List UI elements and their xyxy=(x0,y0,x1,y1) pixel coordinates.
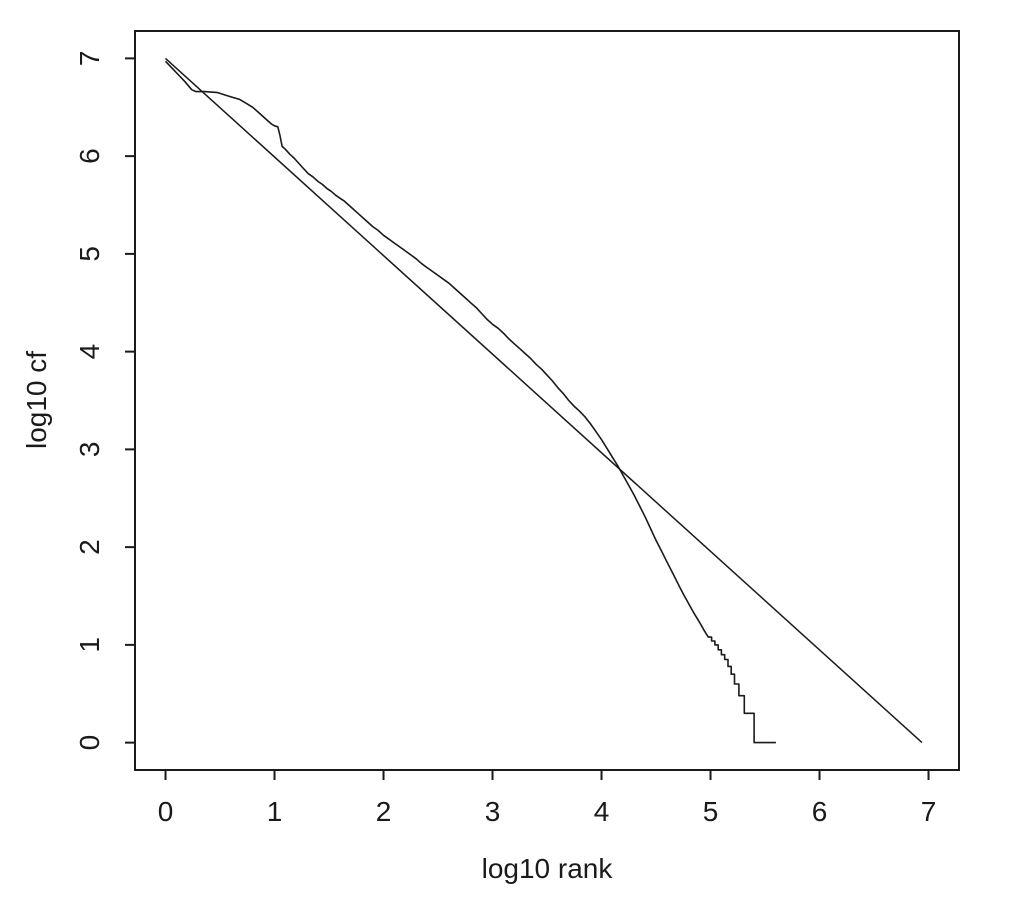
x-tick-label: 5 xyxy=(703,796,719,827)
y-tick-label: 5 xyxy=(74,246,105,262)
plot-frame xyxy=(134,30,960,771)
y-axis-title: log10 cf xyxy=(21,351,52,449)
y-tick-label: 3 xyxy=(74,442,105,458)
x-tick-label: 3 xyxy=(485,796,501,827)
y-tick-label: 2 xyxy=(74,539,105,555)
x-axis-title: log10 rank xyxy=(482,853,614,884)
y-tick-label: 6 xyxy=(74,148,105,164)
y-tick-label: 1 xyxy=(74,637,105,653)
x-tick-label: 7 xyxy=(921,796,937,827)
x-tick-label: 0 xyxy=(158,796,174,827)
y-tick-label: 7 xyxy=(74,51,105,67)
data-series-group xyxy=(164,57,923,744)
y-tick-label: 4 xyxy=(74,344,105,360)
y-tick-label: 0 xyxy=(74,735,105,751)
x-tick-label: 1 xyxy=(267,796,283,827)
zipf-fit-line xyxy=(164,57,923,744)
y-axis: 0 1 2 3 4 5 6 7 xyxy=(74,51,135,751)
empirical-cf-curve xyxy=(164,60,776,744)
x-tick-label: 2 xyxy=(376,796,392,827)
x-tick-label: 4 xyxy=(594,796,610,827)
x-tick-label: 6 xyxy=(812,796,828,827)
x-axis: 0 1 2 3 4 5 6 7 xyxy=(158,770,937,827)
